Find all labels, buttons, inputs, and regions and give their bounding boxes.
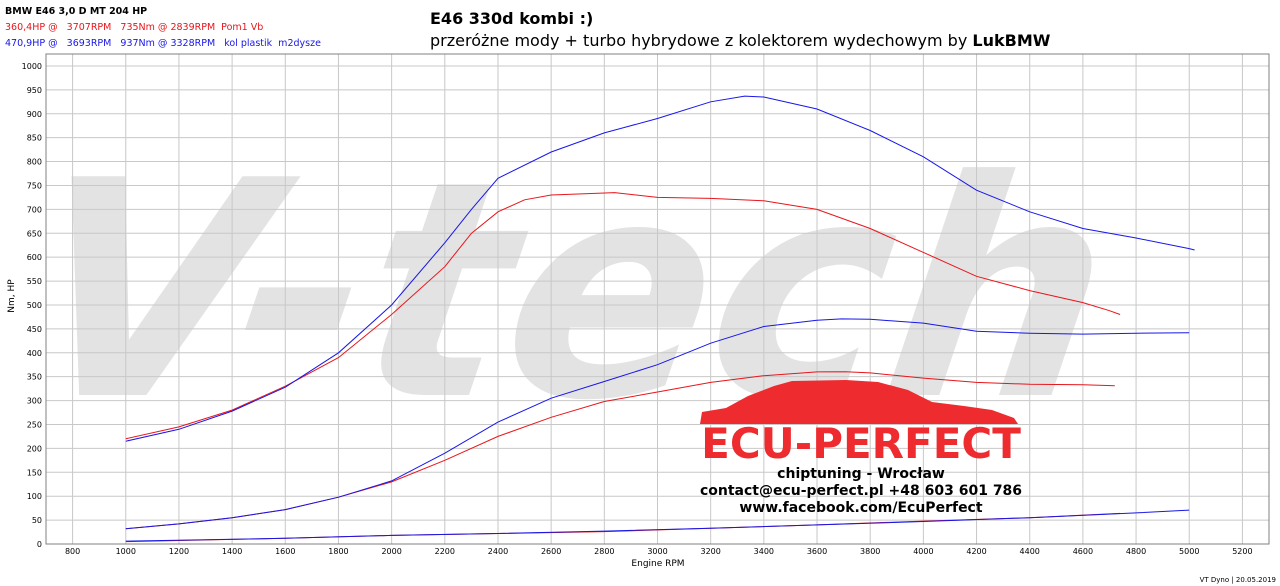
x-tick-label: 2600	[541, 547, 561, 556]
chart-title-line2: przeróżne mody + turbo hybrydowe z kolek…	[430, 30, 1050, 52]
logo-line-city: chiptuning - Wrocław	[777, 466, 945, 482]
y-tick-label: 150	[27, 468, 42, 477]
y-tick-label: 550	[27, 277, 42, 286]
legend-red-series: 360,4HP @ 3707RPM 735Nm @ 2839RPM Pom1 V…	[5, 22, 264, 33]
chart-title: E46 330d kombi :) przeróżne mody + turbo…	[430, 8, 1050, 52]
y-tick-label: 750	[27, 181, 42, 190]
y-axis-label: Nm, HP	[7, 279, 17, 313]
ecu-perfect-logo: ECU-PERFECT chiptuning - Wrocław contact…	[696, 378, 1026, 517]
y-tick-label: 900	[27, 110, 42, 119]
x-axis-label: Engine RPM	[631, 559, 684, 569]
y-tick-label: 450	[27, 325, 42, 334]
ecu-perfect-brand: ECU-PERFECT	[701, 419, 1021, 468]
x-tick-label: 3400	[754, 547, 774, 556]
series-line-red-0	[125, 192, 1121, 440]
x-tick-label: 1800	[328, 547, 348, 556]
y-tick-label: 350	[27, 373, 42, 382]
y-tick-label: 250	[27, 420, 42, 429]
chart-title-author: LukBMW	[972, 31, 1051, 50]
y-tick-label: 1000	[22, 62, 42, 71]
x-tick-label: 5000	[1179, 547, 1199, 556]
x-tick-label: 3000	[647, 547, 667, 556]
x-tick-label: 800	[65, 547, 80, 556]
y-tick-label: 0	[37, 540, 42, 549]
chart-axes: 800 1000 1200 1400 1600 1800 2000 2200 2400 2600 2…	[22, 53, 1270, 556]
legend-title: BMW E46 3,0 D MT 204 HP	[5, 6, 148, 17]
series-line-blue-3	[125, 318, 1190, 530]
chart-series	[125, 95, 1195, 543]
x-tick-label: 2000	[381, 547, 401, 556]
y-tick-label: 650	[27, 229, 42, 238]
x-tick-label: 4800	[1126, 547, 1146, 556]
y-tick-label: 850	[27, 134, 42, 143]
y-tick-label: 950	[27, 86, 42, 95]
logo-line-facebook: www.facebook.com/EcuPerfect	[739, 500, 983, 516]
x-tick-label: 1400	[222, 547, 242, 556]
series-line-red-4	[125, 512, 1121, 543]
x-tick-label: 2400	[488, 547, 508, 556]
series-line-blue-5	[125, 509, 1190, 542]
y-tick-label: 600	[27, 253, 42, 262]
y-tick-label: 800	[27, 158, 42, 167]
chart-title-line1: E46 330d kombi :)	[430, 9, 594, 28]
x-tick-label: 1000	[116, 547, 136, 556]
plot-frame	[45, 53, 1270, 545]
logo-line-contact: contact@ecu-perfect.pl +48 603 601 786	[699, 483, 1023, 499]
legend-blue-series: 470,9HP @ 3693RPM 937Nm @ 3328RPM kol pl…	[5, 38, 321, 49]
x-tick-label: 5200	[1232, 547, 1252, 556]
x-tick-label: 2200	[435, 547, 455, 556]
x-tick-label: 4000	[913, 547, 933, 556]
x-tick-label: 4400	[1020, 547, 1040, 556]
footer-note: VT Dyno | 20.05.2019	[1199, 576, 1276, 584]
car-silhouette-icon	[700, 380, 1018, 424]
x-tick-label: 4200	[966, 547, 986, 556]
y-tick-label: 50	[32, 516, 42, 525]
chart-title-line2-text: przeróżne mody + turbo hybrydowe z kolek…	[430, 31, 973, 50]
x-tick-label: 1600	[275, 547, 295, 556]
y-tick-label: 700	[27, 205, 42, 214]
x-tick-label: 1200	[169, 547, 189, 556]
x-tick-label: 3800	[860, 547, 880, 556]
x-tick-label: 3600	[807, 547, 827, 556]
legend: BMW E46 3,0 D MT 204 HP 360,4HP @ 3707RP…	[5, 4, 321, 52]
y-tick-label: 400	[27, 349, 42, 358]
y-tick-label: 500	[27, 301, 42, 310]
series-line-blue-1	[125, 95, 1195, 442]
chart-grid	[46, 54, 1269, 545]
x-tick-label: 4600	[1073, 547, 1093, 556]
x-tick-label: 3200	[700, 547, 720, 556]
y-tick-label: 200	[27, 444, 42, 453]
y-tick-label: 300	[27, 397, 42, 406]
x-tick-label: 2800	[594, 547, 614, 556]
y-tick-label: 100	[27, 492, 42, 501]
